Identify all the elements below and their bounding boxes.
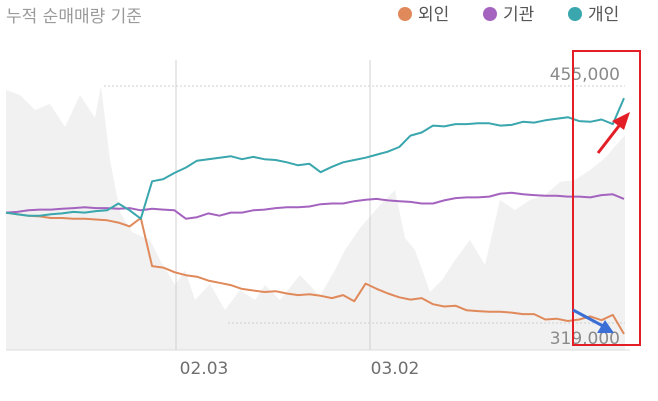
x-tick-label-0203: 02.03: [180, 359, 229, 379]
legend-marker-foreign: [398, 7, 412, 21]
legend-marker-institution: [483, 7, 497, 21]
price-background-area: [6, 86, 625, 350]
chart-title: 누적 순매매량 기준: [6, 7, 142, 27]
highlight-box: [572, 50, 641, 346]
legend: 외인 기관 개인: [398, 5, 619, 25]
legend-marker-individual: [568, 7, 582, 21]
legend-label-institution: 기관: [503, 5, 534, 25]
x-tick-label-0302: 03.02: [371, 359, 420, 379]
arrow-up-icon: [596, 112, 630, 154]
legend-label-foreign: 외인: [418, 5, 449, 25]
series-line-individual: [5, 97, 625, 220]
arrow-down-icon: [572, 308, 614, 333]
legend-label-individual: 개인: [588, 5, 619, 25]
series-line-foreign: [5, 211, 625, 335]
ref-label-high: 455,000: [550, 65, 620, 85]
